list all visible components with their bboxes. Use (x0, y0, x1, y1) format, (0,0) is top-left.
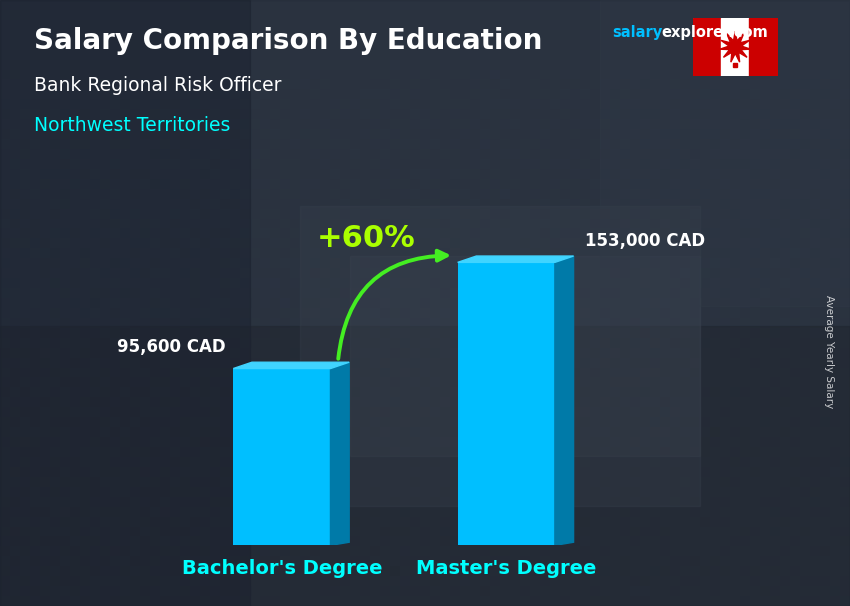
Text: Salary Comparison By Education: Salary Comparison By Education (34, 27, 542, 55)
Polygon shape (0, 326, 850, 606)
Text: Bank Regional Risk Officer: Bank Regional Risk Officer (34, 76, 281, 95)
Polygon shape (233, 362, 349, 368)
Bar (457, 262, 555, 545)
Bar (600, 0, 850, 306)
Polygon shape (734, 63, 737, 67)
Text: 153,000 CAD: 153,000 CAD (585, 232, 705, 250)
Polygon shape (721, 18, 750, 76)
Polygon shape (457, 256, 574, 262)
Polygon shape (555, 256, 574, 545)
Polygon shape (331, 362, 349, 545)
Polygon shape (750, 18, 778, 76)
Bar (350, 256, 700, 456)
Bar (0, 0, 250, 606)
Polygon shape (693, 18, 721, 76)
Text: Average Yearly Salary: Average Yearly Salary (824, 295, 834, 408)
Text: explorer.com: explorer.com (661, 25, 768, 41)
Polygon shape (720, 31, 751, 62)
Text: Northwest Territories: Northwest Territories (34, 116, 230, 135)
Text: +60%: +60% (317, 224, 416, 253)
Bar (233, 368, 331, 545)
Bar (300, 206, 700, 506)
Text: 95,600 CAD: 95,600 CAD (117, 338, 226, 356)
Text: salary: salary (612, 25, 662, 41)
